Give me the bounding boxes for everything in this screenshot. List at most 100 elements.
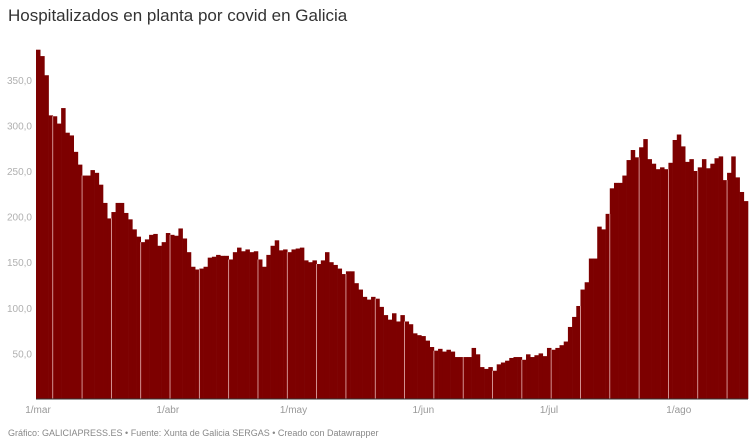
bar [551, 349, 556, 399]
bar [496, 364, 502, 399]
bar [668, 162, 673, 399]
chart-footer-credits: Gráfico: GALICIAPRESS.ES • Fuente: Xunta… [8, 428, 379, 438]
week-separators [52, 116, 728, 399]
bar [245, 249, 250, 399]
bar [94, 172, 100, 399]
bar [417, 335, 422, 399]
bar [563, 341, 569, 399]
y-axis-labels: 50,0 100,0 150,0 200,0 250,0 300,0 350,0 [7, 76, 32, 361]
bar [144, 239, 150, 399]
bar [542, 356, 548, 399]
bar [572, 316, 577, 399]
bar [425, 340, 430, 399]
bar [526, 354, 531, 399]
bar [287, 252, 292, 399]
bar [680, 146, 686, 399]
bar [241, 251, 246, 399]
bar [73, 151, 79, 399]
x-tick-label: 1/mar [25, 405, 51, 416]
bar [396, 321, 401, 399]
bar [86, 175, 91, 399]
bar [199, 268, 204, 399]
bar [408, 324, 414, 399]
bar [706, 168, 711, 399]
bar [65, 132, 70, 399]
bar [123, 212, 129, 399]
bar [500, 362, 506, 399]
bar [249, 252, 255, 399]
bar [283, 249, 288, 399]
bar [270, 245, 276, 399]
bar [36, 49, 41, 399]
bar [77, 164, 83, 399]
bar [475, 354, 481, 399]
bar [216, 254, 221, 399]
bar [69, 135, 74, 399]
x-tick-label: 1/jul [540, 405, 558, 416]
x-tick-label: 1/ago [666, 405, 691, 416]
chart-title: Hospitalizados en planta por covid en Ga… [8, 6, 348, 25]
bar [546, 347, 552, 399]
bar [463, 357, 468, 399]
bar [509, 357, 514, 399]
bar [714, 158, 719, 399]
bar [274, 240, 280, 399]
bar [433, 350, 439, 399]
x-tick-label: 1/abr [156, 405, 179, 416]
bar [710, 163, 715, 399]
bar [257, 259, 263, 399]
bar [689, 159, 694, 399]
bar [404, 321, 410, 399]
bar [320, 260, 326, 399]
bar [140, 242, 146, 399]
bar [676, 134, 682, 399]
bar [471, 347, 477, 399]
bar [613, 182, 619, 399]
bar [362, 296, 368, 399]
bar [454, 357, 460, 399]
bar [153, 233, 158, 399]
bar [56, 123, 62, 399]
bar [119, 202, 125, 399]
bar [534, 355, 539, 399]
bar [643, 139, 648, 399]
bar [672, 139, 678, 400]
bar [521, 359, 527, 399]
bar [634, 157, 640, 399]
bar [492, 370, 498, 399]
bar [597, 226, 602, 399]
bar [593, 258, 598, 399]
bar [739, 191, 745, 399]
bar [421, 336, 426, 399]
bar [308, 262, 313, 399]
bar [387, 319, 393, 399]
bar [660, 167, 665, 399]
bar [203, 266, 209, 399]
bar [446, 349, 451, 399]
bar [731, 156, 736, 399]
x-tick-label: 1/may [280, 405, 307, 416]
bar [312, 260, 317, 399]
bar [400, 315, 405, 399]
x-axis-labels: 1/mar 1/abr 1/may 1/jun 1/jul 1/ago [25, 405, 692, 416]
bar [174, 235, 179, 399]
bar [165, 233, 171, 399]
bar [278, 250, 284, 399]
bar [383, 315, 389, 399]
bar [195, 269, 200, 399]
bar [743, 201, 749, 399]
bar [647, 159, 652, 399]
bar [44, 75, 49, 400]
bar [517, 357, 523, 399]
bar [697, 167, 703, 399]
bar [718, 156, 724, 399]
bar [375, 298, 380, 399]
bar [371, 296, 376, 399]
bar [735, 177, 740, 399]
y-tick-label: 250,0 [7, 167, 32, 178]
bar [98, 184, 104, 399]
bar [651, 163, 657, 399]
bar [664, 169, 669, 399]
y-tick-label: 150,0 [7, 258, 32, 269]
bar [149, 234, 154, 399]
